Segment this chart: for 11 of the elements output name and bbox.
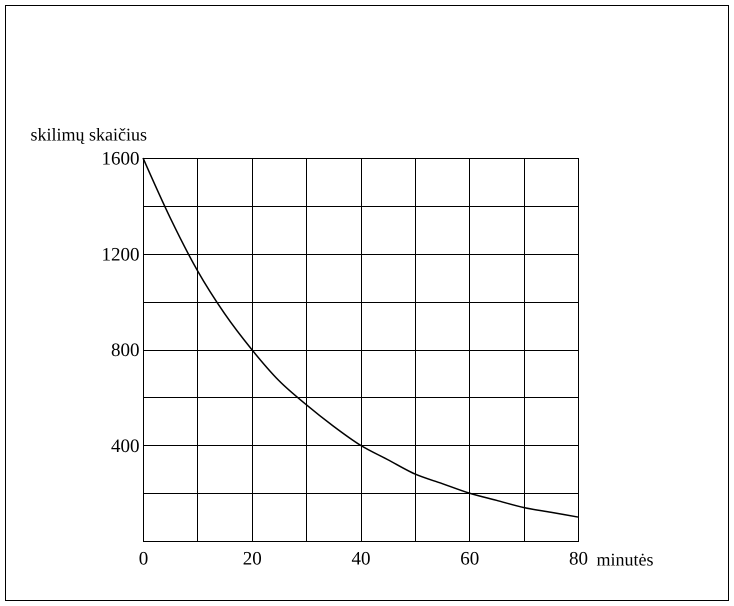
- y-tick-label: 1200: [102, 244, 140, 266]
- x-tick-label: 80: [569, 548, 588, 570]
- y-tick-label: 400: [111, 436, 140, 457]
- x-tick-label: 0: [138, 548, 148, 570]
- y-tick-label: 1600: [102, 148, 140, 170]
- y-tick-label: 800: [111, 340, 140, 361]
- x-axis-title: minutės: [596, 550, 654, 570]
- x-tick-label: 60: [460, 548, 480, 570]
- y-axis-title: skilimų skaičius: [30, 124, 147, 144]
- x-tick-label: 20: [242, 548, 262, 570]
- x-tick-label: 40: [352, 548, 370, 570]
